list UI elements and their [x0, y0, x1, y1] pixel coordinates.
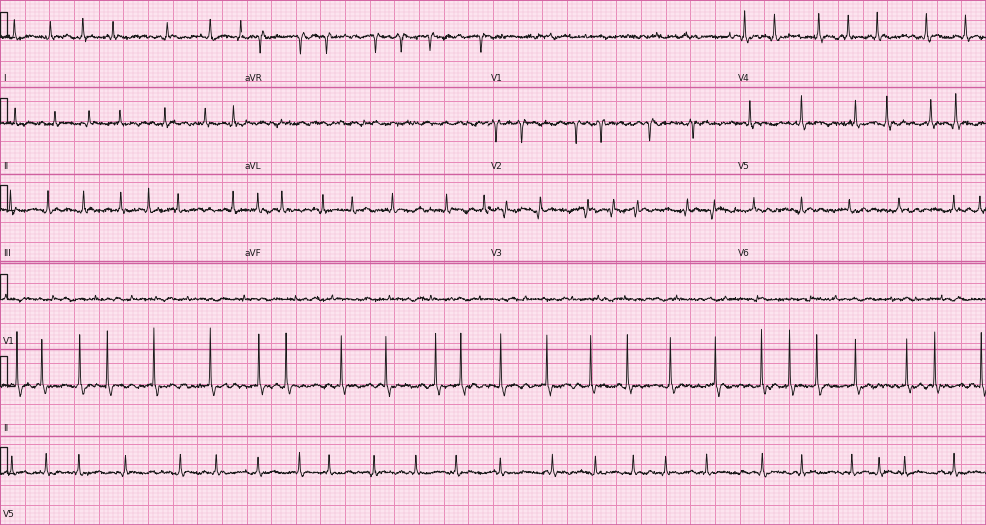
Text: aVF: aVF: [245, 249, 261, 258]
Text: III: III: [3, 249, 11, 258]
Text: II: II: [3, 162, 8, 171]
Text: II: II: [3, 424, 8, 433]
Text: V5: V5: [3, 510, 15, 519]
Text: V1: V1: [3, 337, 15, 346]
Text: V1: V1: [491, 75, 503, 83]
Text: I: I: [3, 75, 6, 83]
Text: V4: V4: [738, 75, 749, 83]
Text: V3: V3: [491, 249, 503, 258]
Text: V2: V2: [491, 162, 503, 171]
Text: aVL: aVL: [245, 162, 261, 171]
Text: aVR: aVR: [245, 75, 262, 83]
Text: V5: V5: [738, 162, 749, 171]
Text: V6: V6: [738, 249, 749, 258]
